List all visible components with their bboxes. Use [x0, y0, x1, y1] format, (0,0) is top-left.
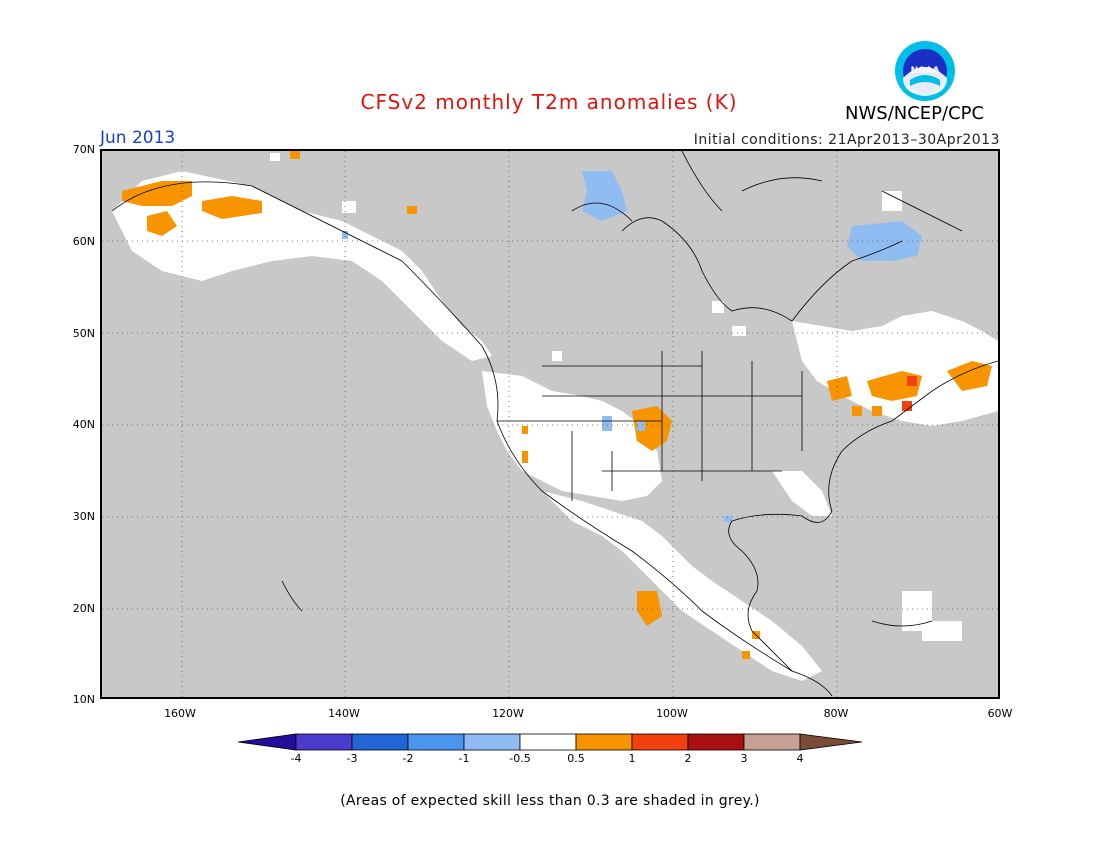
colorbar-segment-neg3-neg2: [351, 733, 409, 751]
colorbar-segment-neg4-neg3: [295, 733, 353, 751]
lat-label-60n: 60N: [72, 235, 95, 248]
colorbar-label: 2: [684, 752, 692, 765]
map-canvas: [102, 151, 998, 697]
colorbar-segment-neg2-neg1: [407, 733, 465, 751]
lat-label-30n: 30N: [72, 510, 95, 523]
coastlines: [111, 151, 998, 697]
initial-conditions: Initial conditions: 21Apr2013–30Apr2013: [693, 132, 1000, 148]
lon-label-140w: 140W: [328, 707, 360, 720]
lon-label-160w: 160W: [164, 707, 196, 720]
skill-footnote: (Areas of expected skill less than 0.3 a…: [340, 793, 760, 809]
colorbar-label: 0.5: [567, 752, 585, 765]
colorbar-label: -2: [402, 752, 414, 765]
colorbar-segment-05-1: [575, 733, 633, 751]
lat-label-10n: 10N: [72, 693, 95, 706]
colorbar-label: 4: [796, 752, 804, 765]
colorbar-label: -0.5: [509, 752, 531, 765]
noaa-logo-icon: NOAA: [895, 41, 955, 101]
lon-label-80w: 80W: [823, 707, 849, 720]
lat-label-40n: 40N: [72, 418, 95, 431]
map-title: CFSv2 monthly T2m anomalies (K): [360, 90, 738, 114]
lon-label-120w: 120W: [492, 707, 524, 720]
warm-anomaly-areas: [122, 151, 992, 659]
colorbar-label: -4: [290, 752, 302, 765]
lat-label-20n: 20N: [72, 602, 95, 615]
colorbar-segment-3-4: [743, 733, 801, 751]
colorbar-label: 3: [740, 752, 748, 765]
colorbar: [238, 733, 862, 751]
colorbar-segment-neutral: [519, 733, 577, 751]
agency-label: NWS/NCEP/CPC: [845, 103, 985, 124]
forecast-month: Jun 2013: [100, 128, 176, 148]
lon-label-100w: 100W: [656, 707, 688, 720]
lat-label-50n: 50N: [72, 327, 95, 340]
colorbar-label: -3: [346, 752, 358, 765]
graticule: [102, 151, 998, 697]
colorbar-label: -1: [458, 752, 470, 765]
hot-anomaly-areas: [902, 376, 917, 411]
anomaly-map: [100, 149, 1000, 699]
lat-label-70n: 70N: [72, 143, 95, 156]
lon-label-60w: 60W: [987, 707, 1013, 720]
colorbar-segment-2-3: [687, 733, 745, 751]
colorbar-segment-lt-neg4: [238, 733, 297, 751]
svg-text:NOAA: NOAA: [911, 66, 940, 76]
colorbar-segment-neg1-neg05: [463, 733, 521, 751]
colorbar-label: 1: [628, 752, 636, 765]
colorbar-segment-1-2: [631, 733, 689, 751]
colorbar-segment-gt-4: [799, 733, 862, 751]
